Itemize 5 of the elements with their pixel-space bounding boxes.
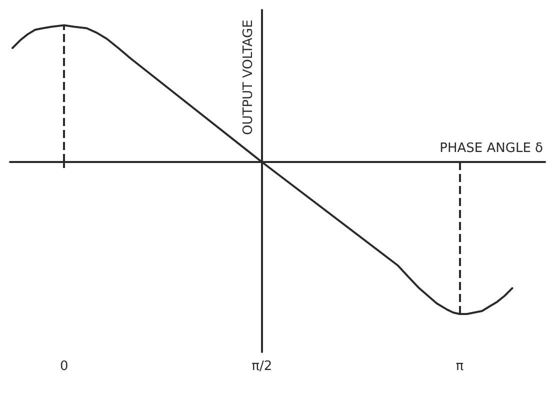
y-axis-title: OUTPUT VOLTAGE — [240, 20, 256, 135]
x-tick-label: 0 — [60, 359, 68, 374]
x-axis-title: PHASE ANGLE δ — [440, 141, 544, 156]
x-tick-label: π — [456, 359, 464, 374]
x-tick-label: π/2 — [252, 359, 272, 374]
